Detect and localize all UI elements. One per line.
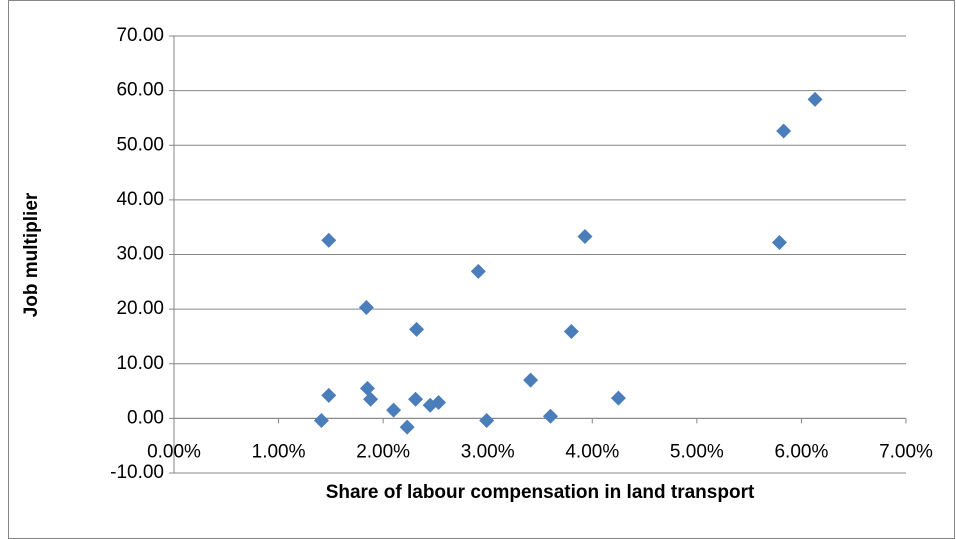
data-point bbox=[321, 232, 337, 248]
x-axis-title: Share of labour compensation in land tra… bbox=[326, 482, 755, 503]
data-point bbox=[386, 402, 402, 418]
data-point bbox=[771, 234, 787, 250]
data-point bbox=[363, 391, 379, 407]
y-axis-title: Job multiplier bbox=[21, 192, 42, 317]
data-point bbox=[399, 419, 415, 435]
data-point bbox=[321, 387, 337, 403]
y-tick-label: 60.00 bbox=[116, 80, 164, 101]
y-tick-label: 70.00 bbox=[116, 25, 164, 46]
data-point bbox=[470, 263, 486, 279]
data-point bbox=[610, 390, 626, 406]
data-point bbox=[776, 123, 792, 139]
x-tick-label: 0.00% bbox=[147, 441, 201, 462]
data-point bbox=[408, 391, 424, 407]
y-tick-label: 0.00 bbox=[127, 407, 164, 428]
y-tick-label: -10.00 bbox=[110, 462, 164, 483]
data-point bbox=[358, 299, 374, 315]
data-point bbox=[563, 324, 579, 340]
y-tick-label: 30.00 bbox=[116, 244, 164, 265]
y-tick-label: 50.00 bbox=[116, 134, 164, 155]
data-point bbox=[523, 372, 539, 388]
data-point bbox=[577, 228, 593, 244]
data-point bbox=[479, 413, 495, 429]
data-point bbox=[409, 321, 425, 337]
x-tick-label: 2.00% bbox=[356, 441, 410, 462]
data-point bbox=[313, 413, 329, 429]
x-tick-label: 6.00% bbox=[774, 441, 828, 462]
x-tick-label: 7.00% bbox=[879, 441, 933, 462]
x-tick-label: 1.00% bbox=[252, 441, 306, 462]
x-tick-label: 5.00% bbox=[670, 441, 724, 462]
data-point bbox=[431, 395, 447, 411]
y-tick-label: 20.00 bbox=[116, 298, 164, 319]
data-point bbox=[359, 380, 375, 396]
y-tick-label: 10.00 bbox=[116, 353, 164, 374]
x-tick-label: 3.00% bbox=[461, 441, 515, 462]
data-point bbox=[807, 91, 823, 107]
data-point bbox=[542, 408, 558, 424]
y-tick-label: 40.00 bbox=[116, 189, 164, 210]
x-tick-label: 4.00% bbox=[565, 441, 619, 462]
